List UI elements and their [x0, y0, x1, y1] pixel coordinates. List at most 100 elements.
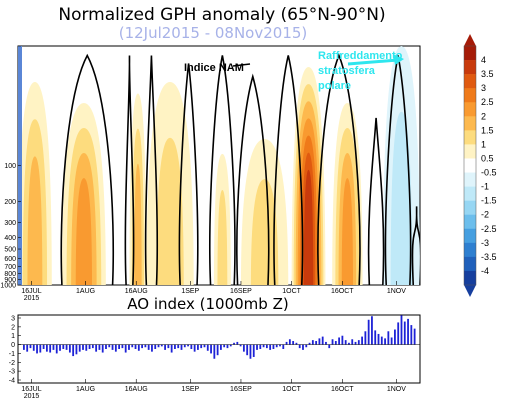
ao-bar: [269, 344, 272, 350]
ao-bar: [288, 339, 291, 345]
ao-bar: [279, 344, 281, 347]
ao-bar: [190, 344, 193, 349]
colorbar-bottom-arrow: [464, 285, 476, 297]
ao-bar: [147, 344, 150, 350]
ao-bar: [164, 344, 166, 350]
ao-bar: [380, 336, 383, 345]
heatmap-y-tick-label: 200: [4, 199, 16, 206]
colorbar-top-arrow: [464, 34, 476, 46]
heatmap-y-tick-label: 100: [4, 163, 16, 170]
colorbar-segment: [464, 130, 476, 145]
ao-bar: [118, 344, 121, 349]
colorbar: 4 3.5 3 2.5 2 1.5 1 0.5 -0.5 -1 -1.5 -2 -2.5 -3 -3.5 -4: [463, 34, 497, 297]
x-tick-label: 16SEP: [230, 288, 252, 295]
x-tick-label: 1AUG: [76, 386, 95, 393]
ao-bar: [338, 337, 341, 345]
ao-bar: [295, 342, 298, 345]
ao-bar: [249, 344, 252, 359]
ao-bar: [183, 344, 186, 348]
ao-frame: [17, 314, 421, 384]
ao-bar: [108, 344, 111, 348]
ao-bar: [298, 344, 301, 349]
ao-bar: [354, 341, 357, 345]
ao-bar: [157, 344, 160, 348]
ao-bar: [36, 344, 38, 354]
ao-bar: [403, 321, 406, 345]
ao-bar: [213, 344, 216, 359]
heatmap-y-tick-label: 800: [4, 271, 16, 278]
cooling-arrow: [347, 54, 404, 66]
ao-bar: [174, 344, 176, 349]
ao-bar: [239, 344, 242, 347]
ao-bar: [223, 344, 226, 348]
ao-bar: [407, 318, 409, 345]
anomaly-feature-5-level-2: [217, 189, 228, 285]
ao-bar: [134, 344, 137, 349]
ao-bar: [68, 344, 71, 353]
ao-bar: [371, 316, 373, 345]
ao-bar: [229, 344, 232, 347]
ao-bar: [42, 344, 45, 349]
ao-bar: [26, 344, 29, 352]
colorbar-segment: [464, 172, 476, 187]
x-tick-label: 1AUG: [76, 288, 95, 295]
ao-bar: [210, 344, 212, 354]
ao-bar: [400, 315, 403, 345]
ao-bar: [124, 344, 127, 353]
ao-bar: [75, 344, 78, 355]
colorbar-segment: [464, 242, 476, 258]
colorbar-segment: [464, 158, 476, 173]
nam-contour-8: [317, 53, 361, 285]
ao-bar: [384, 338, 386, 345]
ao-bar: [206, 344, 209, 351]
ao-bar: [252, 344, 255, 357]
ao-bar: [131, 344, 134, 348]
colorbar-tick-label: -2.5: [481, 224, 497, 234]
ao-bar: [167, 344, 170, 349]
nam-contour-6: [236, 73, 270, 285]
heatmap-y-tick-label: 1000: [0, 283, 16, 290]
ao-bar: [203, 344, 206, 348]
ao-bar: [390, 337, 393, 345]
colorbar-segment: [464, 46, 476, 61]
nam-contour-11: [411, 206, 420, 285]
ao-y-tick-label: 3: [11, 316, 15, 323]
ao-bar: [331, 339, 334, 345]
heatmap-y-tick-label: 900: [4, 277, 16, 284]
ao-bar: [78, 344, 81, 352]
ao-bar: [348, 342, 350, 345]
cooling-line-3: polare: [318, 80, 351, 92]
ao-bar: [308, 342, 311, 345]
heatmap-y-tick-label: 600: [4, 256, 16, 263]
ao-bar: [262, 344, 265, 348]
ao-bar: [216, 344, 219, 356]
colorbar-segment: [464, 116, 476, 131]
ao-bar: [292, 341, 295, 345]
colorbar-segment: [464, 74, 476, 89]
ao-bar: [128, 344, 130, 350]
x-tick-label: 16OCT: [331, 386, 354, 393]
colorbar-tick-label: -1.5: [481, 196, 497, 206]
ao-y-tick-label: -2: [9, 360, 15, 367]
ao-bar: [410, 325, 413, 345]
anomaly-feature-1-level-3: [27, 156, 43, 285]
ao-bar: [193, 344, 196, 352]
ao-bar: [272, 344, 275, 349]
chart-title: Normalized GPH anomaly (65°N-90°N): [58, 5, 385, 25]
ao-bar: [82, 344, 84, 350]
nam-contour-3: [144, 55, 159, 285]
heatmap-y-tick-label: 400: [4, 235, 16, 242]
colorbar-tick-label: 1.5: [481, 125, 494, 135]
ao-y-tick-label: -1: [9, 351, 15, 358]
x-tick-label: 1OCT: [282, 386, 301, 393]
colorbar-tick-label: -4: [481, 266, 489, 276]
ao-bar: [141, 344, 144, 349]
x-tick-label: 16JUL: [21, 386, 41, 393]
x-tick-label: 2015: [24, 295, 40, 302]
x-tick-label: 16SEP: [230, 386, 252, 393]
colorbar-segment: [464, 144, 476, 159]
ao-bar: [318, 338, 321, 345]
